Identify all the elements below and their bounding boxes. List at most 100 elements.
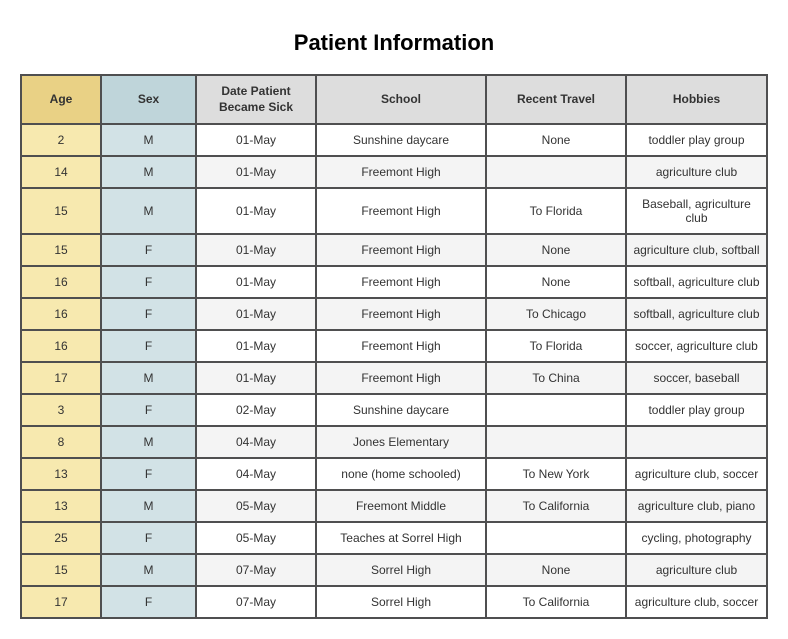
- cell-date: 01-May: [196, 266, 316, 298]
- cell-school: Teaches at Sorrel High: [316, 522, 486, 554]
- cell-travel: To Chicago: [486, 298, 626, 330]
- cell-date: 01-May: [196, 234, 316, 266]
- patient-table: Age Sex Date Patient Became Sick School …: [20, 74, 768, 619]
- cell-sex: M: [101, 554, 196, 586]
- cell-travel: [486, 394, 626, 426]
- cell-age: 8: [21, 426, 101, 458]
- cell-hobbies: Baseball, agriculture club: [626, 188, 767, 234]
- cell-age: 13: [21, 490, 101, 522]
- cell-hobbies: softball, agriculture club: [626, 298, 767, 330]
- cell-age: 13: [21, 458, 101, 490]
- table-header-row: Age Sex Date Patient Became Sick School …: [21, 75, 767, 124]
- cell-travel: To California: [486, 490, 626, 522]
- cell-date: 05-May: [196, 490, 316, 522]
- cell-age: 17: [21, 362, 101, 394]
- cell-hobbies: toddler play group: [626, 394, 767, 426]
- table-row: 16F01-MayFreemont HighNonesoftball, agri…: [21, 266, 767, 298]
- cell-sex: F: [101, 522, 196, 554]
- cell-age: 17: [21, 586, 101, 618]
- cell-sex: M: [101, 426, 196, 458]
- table-row: 15F01-MayFreemont HighNoneagriculture cl…: [21, 234, 767, 266]
- cell-date: 01-May: [196, 188, 316, 234]
- cell-school: Freemont Middle: [316, 490, 486, 522]
- cell-date: 04-May: [196, 426, 316, 458]
- cell-age: 14: [21, 156, 101, 188]
- table-row: 2M01-MaySunshine daycareNonetoddler play…: [21, 124, 767, 156]
- cell-travel: None: [486, 124, 626, 156]
- table-row: 16F01-MayFreemont HighTo Chicagosoftball…: [21, 298, 767, 330]
- cell-travel: None: [486, 266, 626, 298]
- cell-travel: [486, 522, 626, 554]
- cell-travel: [486, 156, 626, 188]
- cell-sex: F: [101, 234, 196, 266]
- table-row: 16F01-MayFreemont HighTo Floridasoccer, …: [21, 330, 767, 362]
- cell-sex: M: [101, 490, 196, 522]
- cell-hobbies: agriculture club, soccer: [626, 458, 767, 490]
- cell-school: Freemont High: [316, 188, 486, 234]
- cell-school: Sorrel High: [316, 586, 486, 618]
- col-header-school: School: [316, 75, 486, 124]
- page-title: Patient Information: [20, 30, 768, 56]
- cell-sex: M: [101, 362, 196, 394]
- cell-hobbies: softball, agriculture club: [626, 266, 767, 298]
- table-row: 15M07-MaySorrel HighNoneagriculture club: [21, 554, 767, 586]
- table-row: 13F04-Maynone (home schooled)To New York…: [21, 458, 767, 490]
- cell-travel: To Florida: [486, 330, 626, 362]
- cell-age: 16: [21, 266, 101, 298]
- cell-sex: M: [101, 124, 196, 156]
- cell-travel: To California: [486, 586, 626, 618]
- cell-sex: F: [101, 394, 196, 426]
- cell-school: Sunshine daycare: [316, 124, 486, 156]
- cell-age: 16: [21, 330, 101, 362]
- cell-school: Freemont High: [316, 156, 486, 188]
- cell-hobbies: [626, 426, 767, 458]
- cell-travel: To China: [486, 362, 626, 394]
- cell-school: Sunshine daycare: [316, 394, 486, 426]
- cell-date: 05-May: [196, 522, 316, 554]
- cell-hobbies: agriculture club, softball: [626, 234, 767, 266]
- cell-date: 01-May: [196, 330, 316, 362]
- col-header-travel: Recent Travel: [486, 75, 626, 124]
- cell-travel: None: [486, 554, 626, 586]
- cell-hobbies: soccer, baseball: [626, 362, 767, 394]
- cell-travel: None: [486, 234, 626, 266]
- cell-age: 15: [21, 554, 101, 586]
- cell-school: Sorrel High: [316, 554, 486, 586]
- table-row: 17F07-MaySorrel HighTo Californiaagricul…: [21, 586, 767, 618]
- cell-date: 07-May: [196, 554, 316, 586]
- cell-hobbies: cycling, photography: [626, 522, 767, 554]
- cell-sex: F: [101, 266, 196, 298]
- cell-travel: To New York: [486, 458, 626, 490]
- cell-date: 07-May: [196, 586, 316, 618]
- cell-hobbies: soccer, agriculture club: [626, 330, 767, 362]
- cell-age: 25: [21, 522, 101, 554]
- cell-school: none (home schooled): [316, 458, 486, 490]
- cell-date: 02-May: [196, 394, 316, 426]
- cell-date: 04-May: [196, 458, 316, 490]
- cell-hobbies: toddler play group: [626, 124, 767, 156]
- cell-sex: F: [101, 330, 196, 362]
- table-row: 25F05-MayTeaches at Sorrel High cycling, …: [21, 522, 767, 554]
- cell-age: 15: [21, 234, 101, 266]
- cell-school: Freemont High: [316, 266, 486, 298]
- cell-school: Jones Elementary: [316, 426, 486, 458]
- cell-sex: F: [101, 298, 196, 330]
- col-header-hobbies: Hobbies: [626, 75, 767, 124]
- col-header-age: Age: [21, 75, 101, 124]
- cell-school: Freemont High: [316, 362, 486, 394]
- cell-hobbies: agriculture club: [626, 554, 767, 586]
- cell-age: 16: [21, 298, 101, 330]
- cell-school: Freemont High: [316, 298, 486, 330]
- cell-sex: M: [101, 156, 196, 188]
- cell-travel: [486, 426, 626, 458]
- table-row: 3F02-MaySunshine daycare toddler play gro…: [21, 394, 767, 426]
- cell-travel: To Florida: [486, 188, 626, 234]
- cell-school: Freemont High: [316, 330, 486, 362]
- cell-age: 3: [21, 394, 101, 426]
- table-row: 8M04-MayJones Elementary: [21, 426, 767, 458]
- table-row: 17M01-MayFreemont HighTo Chinasoccer, ba…: [21, 362, 767, 394]
- cell-school: Freemont High: [316, 234, 486, 266]
- cell-hobbies: agriculture club, piano: [626, 490, 767, 522]
- cell-hobbies: agriculture club: [626, 156, 767, 188]
- table-row: 14M01-MayFreemont Highagriculture club: [21, 156, 767, 188]
